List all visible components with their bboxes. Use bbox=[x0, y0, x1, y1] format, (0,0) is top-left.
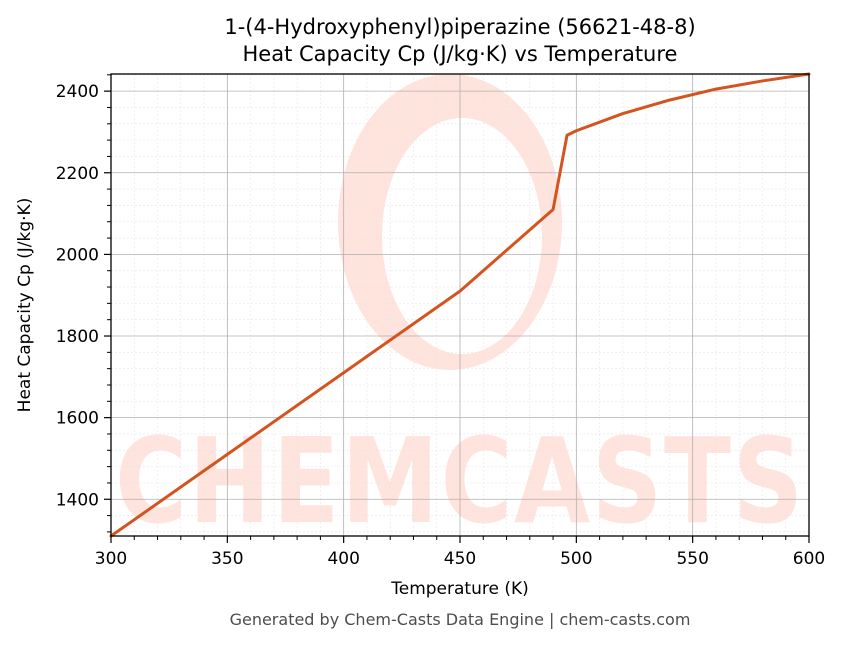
x-axis-label: Temperature (K) bbox=[390, 579, 529, 599]
x-tick-label: 500 bbox=[560, 549, 592, 569]
x-tick-label: 450 bbox=[444, 549, 476, 569]
watermark-logo: CHEMCASTS bbox=[115, 74, 805, 550]
chart-title-line1: 1-(4-Hydroxyphenyl)piperazine (56621-48-… bbox=[224, 15, 695, 39]
x-tick-label: 600 bbox=[793, 549, 825, 569]
chart-title-line2: Heat Capacity Cp (J/kg·K) vs Temperature bbox=[243, 42, 678, 66]
watermark-text: CHEMCASTS bbox=[115, 412, 805, 550]
watermark-circle-inner bbox=[382, 118, 542, 354]
footer-credit: Generated by Chem-Casts Data Engine | ch… bbox=[230, 610, 691, 629]
y-tick-label: 1800 bbox=[56, 327, 99, 347]
major-gridlines bbox=[110, 74, 810, 536]
y-tick-label: 2200 bbox=[56, 164, 99, 184]
y-tick-label: 2000 bbox=[56, 245, 99, 265]
y-axis-label: Heat Capacity Cp (J/kg·K) bbox=[15, 198, 35, 413]
y-axis-ticks: 1400 1600 1800 2000 2200 2400 bbox=[56, 74, 111, 533]
y-tick-label: 2400 bbox=[56, 82, 99, 102]
series-line-cp bbox=[109, 72, 811, 538]
series-group bbox=[109, 72, 811, 538]
y-tick-label: 1400 bbox=[56, 490, 99, 510]
y-tick-label: 1600 bbox=[56, 409, 99, 429]
x-tick-label: 400 bbox=[327, 549, 359, 569]
x-tick-label: 350 bbox=[211, 549, 243, 569]
x-axis-ticks: 300 350 400 450 500 550 600 bbox=[95, 536, 825, 569]
x-tick-label: 300 bbox=[95, 549, 127, 569]
x-tick-label: 550 bbox=[676, 549, 708, 569]
